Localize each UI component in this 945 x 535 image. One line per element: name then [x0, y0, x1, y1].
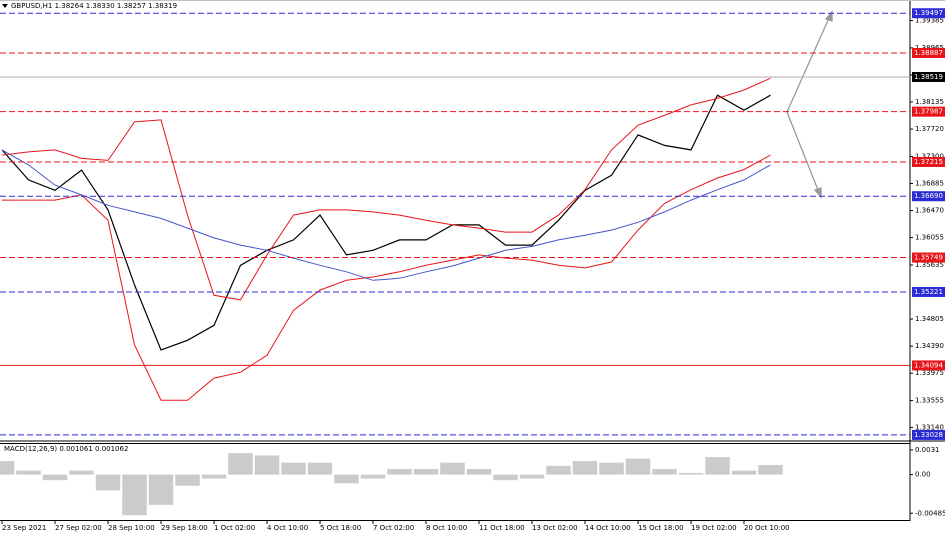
level-label-bg [912, 8, 945, 19]
x-tick-label: 14 Oct 10:00 [585, 524, 631, 532]
y-tick-label: 0.0031 [915, 446, 940, 454]
macd-bar [175, 474, 200, 486]
x-tick-label: 20 Oct 10:00 [744, 524, 790, 532]
y-tick-label: 1.36055 [915, 234, 944, 242]
level-label: 1.35221 [914, 288, 943, 296]
macd-bar [228, 453, 253, 475]
y-tick-label: -0.004854 [915, 509, 945, 517]
y-tick-label: 1.34805 [915, 315, 944, 323]
x-tick-label: 29 Sep 18:00 [161, 524, 208, 532]
level-label: 1.33028 [914, 431, 943, 439]
level-label-bg [912, 71, 945, 82]
level-label: 1.37215 [914, 158, 943, 166]
level-label-bg [912, 156, 945, 167]
x-tick-label: 11 Oct 18:00 [479, 524, 525, 532]
macd-bar [387, 469, 412, 475]
level-label: 1.38887 [914, 49, 943, 57]
level-label: 1.36690 [914, 192, 943, 200]
level-label-bg [912, 429, 945, 440]
macd-bar [731, 470, 757, 475]
level-label-bg [912, 47, 945, 58]
macd-bar [519, 474, 545, 479]
chart-title: GBPUSD,H1 1.38264 1.38330 1.38257 1.3831… [11, 2, 177, 10]
macd-bar [16, 470, 41, 475]
x-tick-label: 27 Sep 02:00 [55, 524, 102, 532]
x-tick-label: 7 Oct 02:00 [373, 524, 414, 532]
indicator-line [2, 154, 771, 401]
y-tick-label: 1.37720 [915, 125, 944, 133]
macd-bar [705, 457, 730, 475]
y-tick-label: 1.36885 [915, 179, 944, 187]
level-label: 1.38519 [914, 73, 943, 81]
macd-title: MACD(12,26,9) 0.001061 0.001062 [4, 445, 128, 453]
macd-bar [307, 462, 333, 475]
macd-bar [254, 455, 280, 475]
macd-bar [493, 474, 518, 481]
macd-bar [201, 474, 227, 479]
macd-bar [281, 462, 306, 475]
macd-bar [122, 474, 147, 516]
x-tick-label: 5 Oct 18:00 [320, 524, 361, 532]
macd-bar [572, 461, 598, 475]
y-tick-label: 1.33975 [915, 369, 944, 377]
macd-bar [678, 472, 704, 475]
level-label-bg [912, 191, 945, 202]
indicator-line [1, 77, 771, 301]
macd-bar [334, 474, 359, 484]
macd-bar [0, 461, 15, 475]
x-tick-label: 1 Oct 02:00 [214, 524, 255, 532]
level-label-bg [912, 360, 945, 371]
level-label-bg [912, 286, 945, 297]
y-tick-label: 1.38965 [915, 44, 944, 52]
macd-bar [42, 474, 68, 481]
y-tick-label: 1.35635 [915, 261, 944, 269]
level-label: 1.39497 [914, 9, 943, 17]
price-line [1, 94, 771, 351]
macd-bar [95, 474, 121, 491]
y-tick-label: 1.39385 [915, 17, 944, 25]
x-tick-label: 23 Sep 2021 [2, 524, 46, 532]
y-tick-label: 1.37300 [915, 152, 944, 160]
x-tick-label: 13 Oct 02:00 [532, 524, 578, 532]
level-label: 1.34094 [914, 361, 943, 369]
y-tick-label: 0.00 [915, 471, 931, 479]
level-label: 1.37987 [914, 108, 943, 116]
x-tick-label: 15 Oct 18:00 [638, 524, 684, 532]
macd-bar [599, 462, 624, 475]
y-tick-label: 1.36470 [915, 207, 944, 215]
x-tick-label: 4 Oct 10:00 [267, 524, 308, 532]
macd-bar [652, 469, 677, 475]
y-tick-label: 1.33555 [915, 397, 944, 405]
level-label: 1.35749 [914, 254, 943, 262]
macd-bar [148, 474, 174, 505]
macd-bar [546, 465, 571, 475]
level-label-bg [912, 252, 945, 263]
x-tick-label: 28 Sep 10:00 [108, 524, 155, 532]
x-tick-label: 19 Oct 02:00 [691, 524, 737, 532]
y-tick-label: 1.33140 [915, 424, 944, 432]
y-tick-label: 1.34390 [915, 342, 944, 350]
indicator-line [1, 149, 771, 281]
macd-bar [360, 474, 386, 479]
macd-bar [758, 465, 783, 475]
level-label-bg [912, 106, 945, 117]
macd-bar [413, 469, 439, 475]
y-tick-label: 1.38135 [915, 98, 944, 106]
macd-bar [466, 469, 492, 475]
menu-arrow[interactable] [2, 4, 8, 8]
macd-bar [625, 458, 651, 475]
macd-bar [440, 462, 465, 475]
macd-bar [69, 470, 94, 475]
x-tick-label: 8 Oct 10:00 [426, 524, 467, 532]
forecast-arrows [786, 10, 833, 199]
